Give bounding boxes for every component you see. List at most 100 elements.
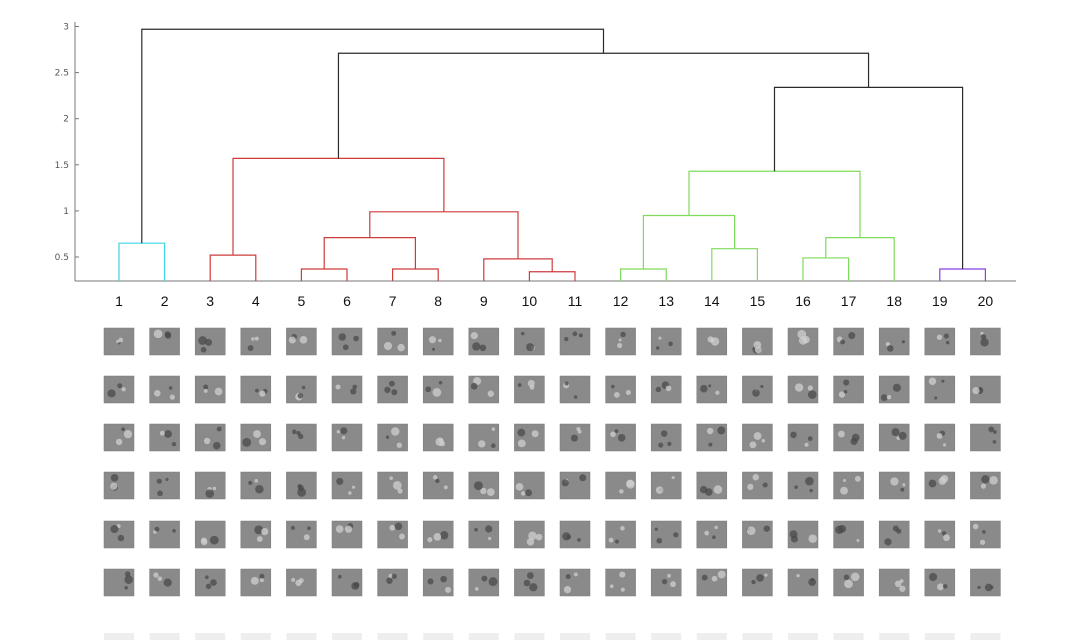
thumbnail-feature	[980, 338, 989, 347]
y-axis: 0.5 1 1.5 2 2.5 3	[55, 22, 1016, 282]
thumbnail-feature	[291, 577, 296, 582]
thumbnail-feature	[655, 346, 660, 350]
leaf-label: 4	[252, 293, 260, 309]
thumbnail-feature	[564, 381, 569, 386]
thumbnail-feature	[488, 577, 498, 587]
thumbnail-feature	[980, 483, 987, 489]
thumbnail-feature	[880, 394, 888, 402]
thumbnail-feature	[565, 574, 571, 580]
filter-thumbnail	[924, 327, 956, 356]
filter-thumbnail	[422, 423, 454, 452]
leaf-label: 20	[978, 293, 994, 309]
thumbnail-feature	[840, 339, 846, 345]
thumbnail-feature	[342, 344, 349, 351]
thumbnail-feature	[474, 527, 478, 532]
thumbnail-feature	[807, 385, 813, 391]
thumbnail-feature	[352, 485, 356, 489]
thumbnail-feature	[625, 389, 631, 395]
thumbnail-feature	[517, 428, 526, 437]
thumbnail-feature	[717, 570, 726, 579]
leaf-label: 16	[795, 293, 811, 309]
thumbnail-feature	[579, 474, 587, 482]
thumbnail-feature	[620, 526, 625, 531]
thumbnail-feature	[124, 571, 131, 577]
thumbnail-feature	[717, 426, 726, 435]
filter-thumbnail-faded	[332, 633, 362, 640]
thumbnail-feature	[389, 524, 396, 531]
thumbnail-feature	[982, 530, 986, 534]
thumbnail-feature	[205, 583, 212, 590]
thumbnail-feature	[993, 430, 997, 434]
thumbnail-feature	[210, 579, 217, 586]
thumbnail-feature	[753, 432, 762, 440]
leaf-label: 17	[841, 293, 857, 309]
filter-thumbnail	[331, 471, 363, 500]
thumbnail-feature	[440, 575, 447, 583]
thumbnail-feature	[487, 390, 494, 397]
filter-thumbnail	[833, 471, 864, 500]
thumbnail-feature	[432, 475, 438, 480]
filter-thumbnail-faded	[149, 633, 180, 640]
thumbnail-feature	[808, 578, 817, 587]
thumbnail-feature	[204, 575, 209, 580]
thumbnail-feature	[838, 391, 846, 398]
filter-thumbnail	[970, 568, 1001, 597]
thumbnail-feature	[435, 478, 440, 484]
thumbnail-feature	[608, 537, 614, 543]
thumbnail-feature	[255, 485, 264, 494]
thumbnail-feature	[990, 585, 994, 589]
thumbnail-feature	[528, 531, 537, 541]
thumbnail-feature	[486, 488, 495, 497]
filter-thumbnail-faded	[970, 633, 1001, 640]
thumbnail-feature	[172, 529, 176, 533]
thumbnail-feature	[660, 430, 668, 437]
filter-thumbnail	[103, 375, 135, 404]
thumbnail-feature	[848, 332, 856, 340]
filter-thumbnail-faded	[286, 633, 317, 640]
filter-thumbnail	[514, 423, 545, 452]
thumbnail-feature	[168, 386, 173, 390]
thumbnail-feature	[296, 431, 301, 436]
thumbnail-feature	[432, 347, 436, 351]
thumbnail-feature	[942, 584, 948, 589]
thumbnail-feature	[440, 531, 449, 540]
thumbnail-feature	[200, 538, 208, 546]
dendrogram-tree	[118, 28, 986, 281]
thumbnail-feature	[673, 532, 679, 538]
thumbnail-feature	[350, 388, 357, 395]
y-tick-label: 3	[63, 23, 69, 33]
filter-thumbnail-faded	[605, 633, 636, 640]
y-tick-label: 2.5	[55, 69, 69, 79]
thumbnail-feature	[563, 586, 572, 594]
thumbnail-feature	[427, 578, 434, 585]
thumbnail-feature	[661, 579, 668, 585]
thumbnail-feature	[614, 429, 619, 433]
thumbnail-feature	[255, 388, 259, 393]
thumbnail-feature	[203, 437, 211, 445]
thumbnail-feature	[438, 380, 443, 385]
thumbnail-feature	[247, 345, 254, 351]
thumbnail-feature	[529, 583, 538, 592]
thumbnail-feature	[754, 346, 762, 354]
filter-thumbnail	[422, 471, 454, 500]
thumbnail-feature	[573, 395, 578, 399]
filter-thumbnail	[240, 471, 272, 500]
merge-link	[688, 170, 861, 238]
thumbnail-feature	[796, 574, 800, 578]
thumbnail-feature	[668, 341, 673, 347]
thumbnail-feature	[937, 583, 944, 591]
thumbnail-feature	[898, 431, 907, 440]
thumbnail-feature	[804, 442, 809, 447]
filter-thumbnail	[559, 375, 591, 404]
filter-thumbnail	[924, 520, 956, 549]
thumbnail-feature	[399, 533, 405, 540]
thumbnail-feature	[752, 473, 760, 481]
leaf-label: 1	[115, 293, 123, 309]
filter-thumbnail-faded	[879, 633, 910, 640]
thumbnail-feature	[341, 435, 346, 440]
filter-thumbnail	[149, 423, 180, 452]
thumbnail-feature	[978, 387, 983, 391]
thumbnail-feature	[515, 483, 524, 491]
leaf-label: 18	[886, 293, 902, 309]
merge-link	[711, 248, 758, 281]
